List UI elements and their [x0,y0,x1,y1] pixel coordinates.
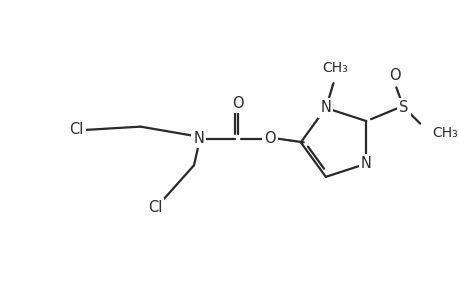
Text: Cl: Cl [69,122,84,136]
Text: Cl: Cl [147,200,162,215]
Text: N: N [193,131,204,146]
Text: O: O [231,96,243,111]
Text: O: O [388,68,399,83]
Text: N: N [320,100,330,116]
Text: O: O [264,131,275,146]
Text: CH₃: CH₃ [322,61,347,76]
Text: CH₃: CH₃ [431,126,457,140]
Text: N: N [360,156,371,171]
Text: S: S [398,100,408,115]
